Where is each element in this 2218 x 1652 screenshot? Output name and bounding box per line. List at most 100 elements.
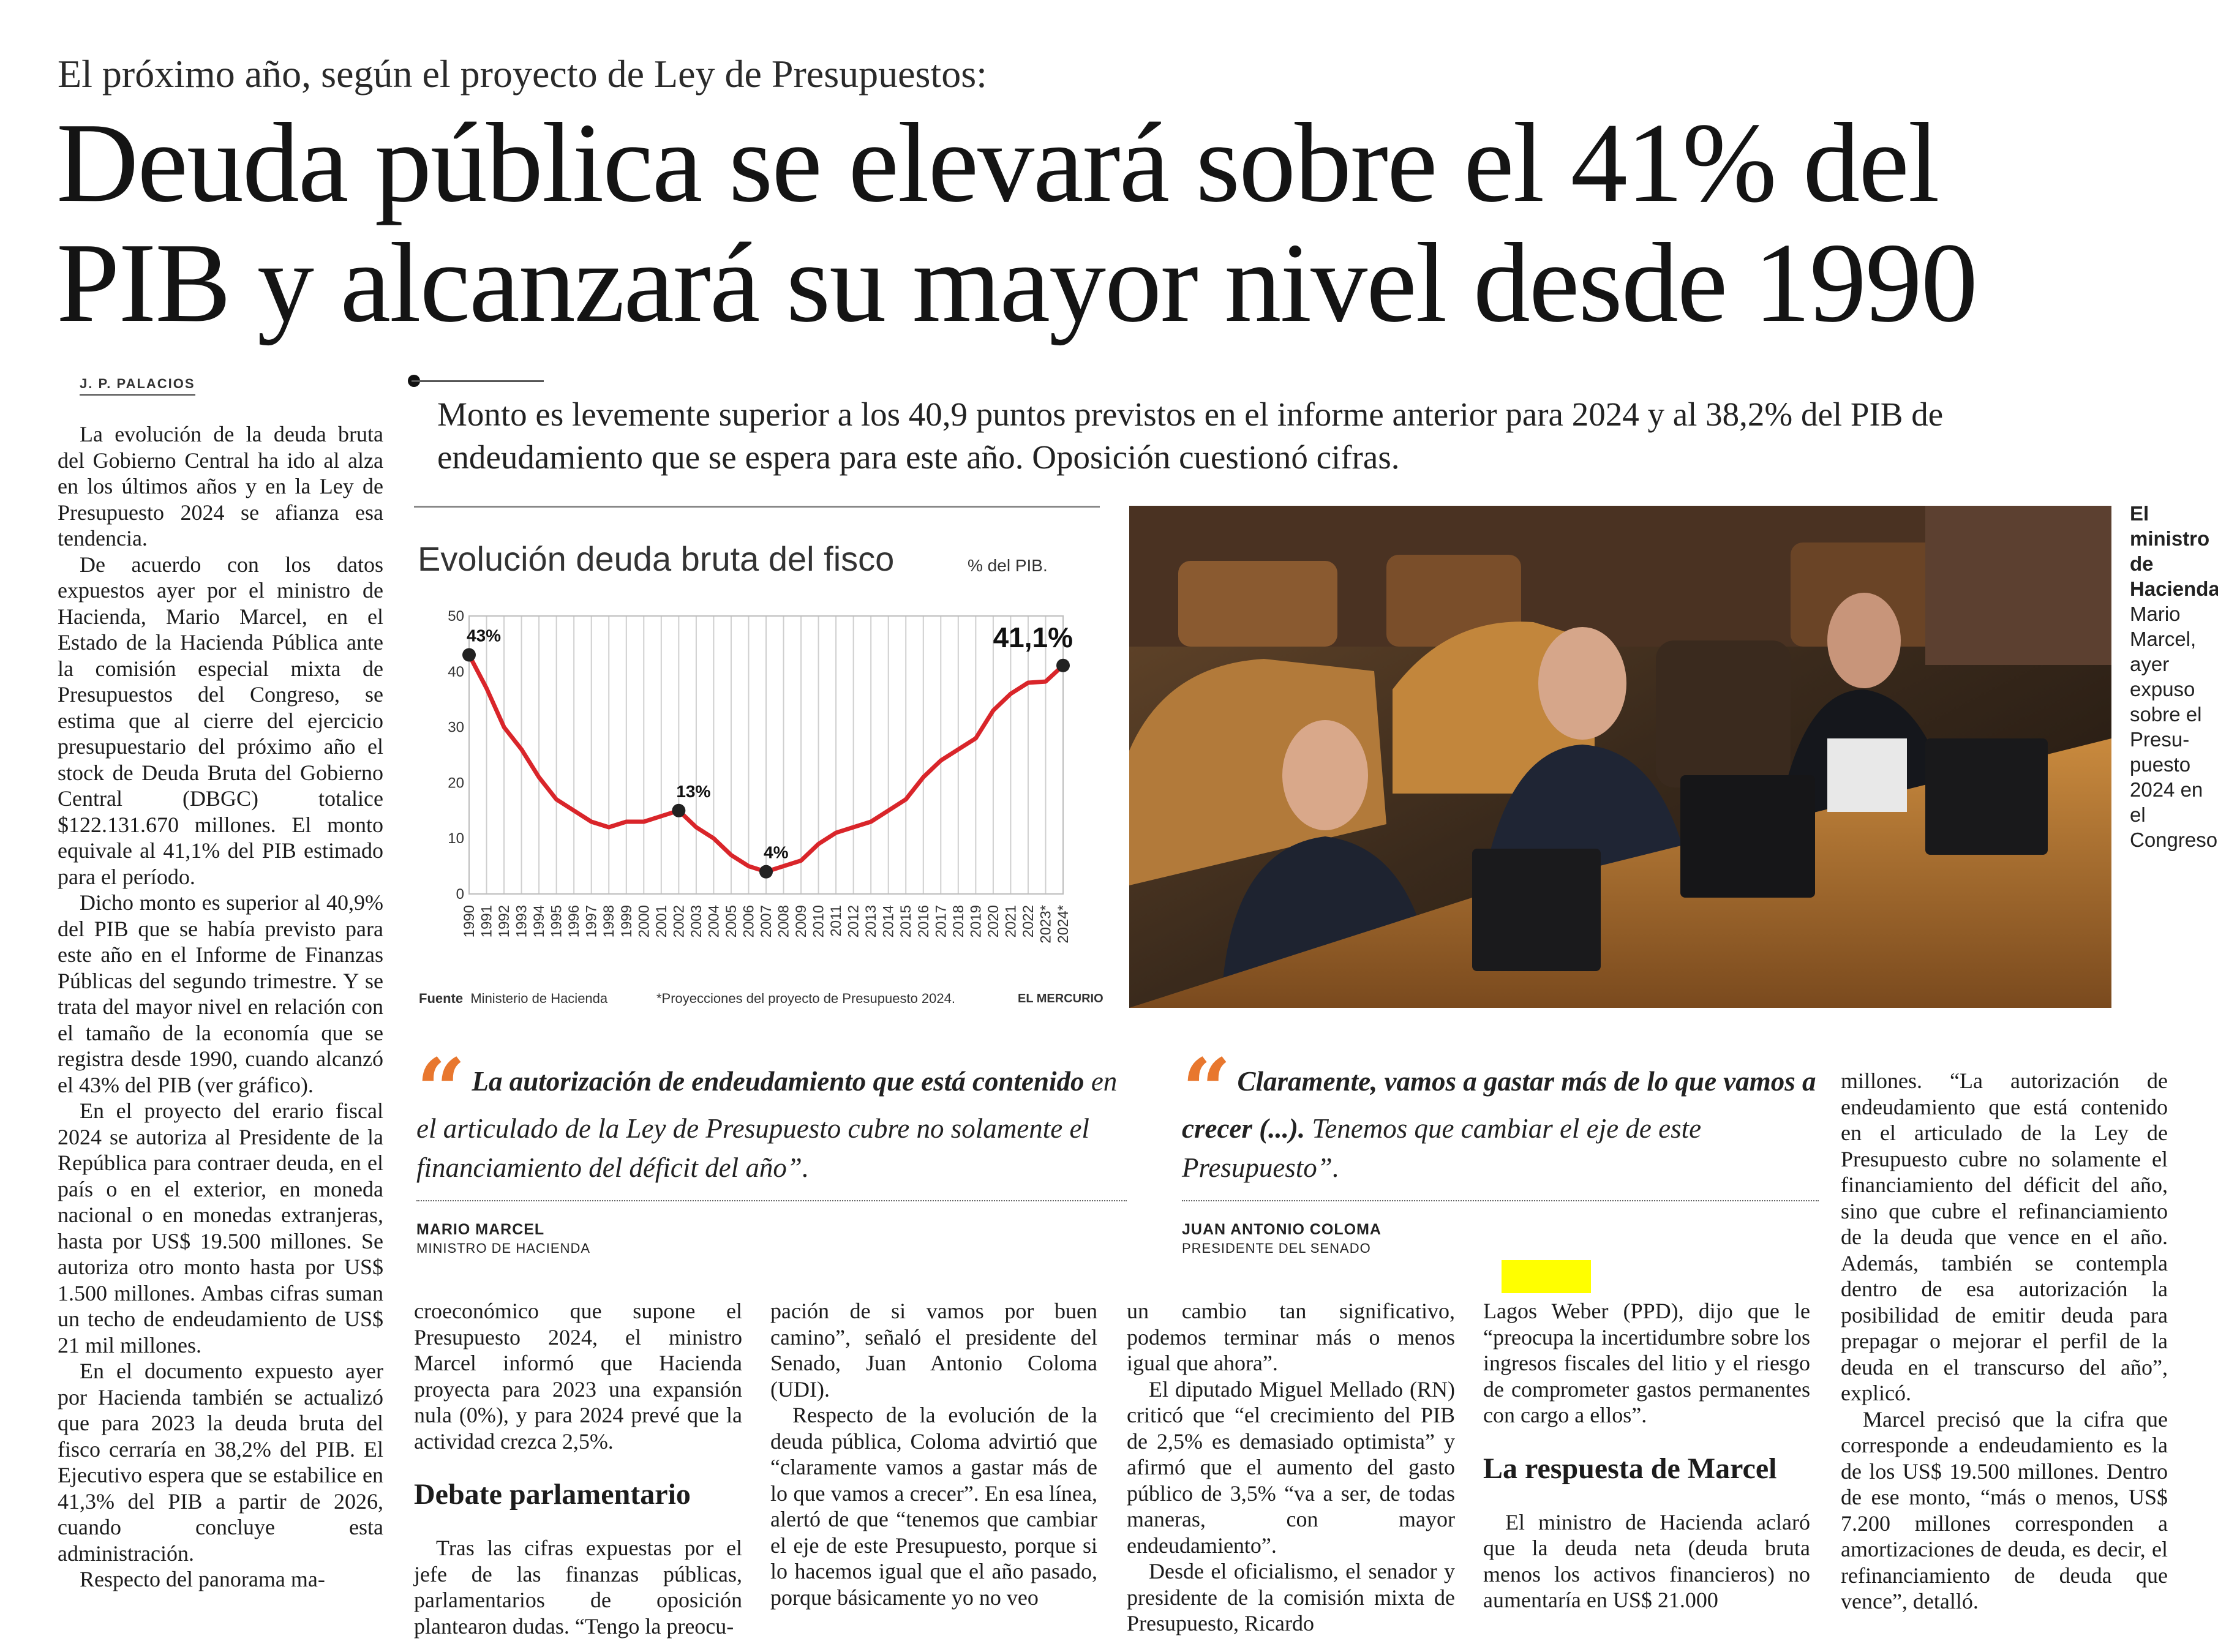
headline: Deuda pública se elevará sobre el 41% de… bbox=[56, 103, 2169, 343]
x-tick-label: 2004 bbox=[705, 905, 722, 937]
pull-quote-marcel: “La autorización de endeudamiento que es… bbox=[416, 1040, 1133, 1187]
x-tick-label: 1995 bbox=[549, 905, 565, 937]
x-tick-label: 2005 bbox=[723, 905, 740, 937]
article-column-4: un cambio tan significativo, podemos ter… bbox=[1127, 1298, 1455, 1637]
x-tick-label: 2012 bbox=[846, 905, 862, 937]
headline-line-2: PIB y alcanzará su mayor nivel desde 199… bbox=[56, 220, 1978, 346]
congress-photo bbox=[1129, 506, 2111, 1008]
x-tick-label: 1997 bbox=[584, 905, 600, 937]
plot-frame bbox=[468, 615, 1064, 895]
x-tick-label: 2002 bbox=[671, 905, 687, 937]
x-tick-label: 2011 bbox=[828, 905, 844, 937]
x-tick-label: 2003 bbox=[688, 905, 705, 937]
paragraph: Dicho monto es superior al 40,9% del PIB… bbox=[58, 890, 383, 1097]
caption-lead: El ministro de Hacienda, bbox=[2130, 502, 2218, 600]
paragraph: pación de si vamos por buen camino”, señ… bbox=[770, 1299, 1097, 1402]
x-tick-label: 1992 bbox=[496, 905, 513, 937]
quote-author-name: JUAN ANTONIO COLOMA bbox=[1182, 1221, 1382, 1238]
chart-source-label: Fuente bbox=[419, 991, 464, 1006]
paragraph: un cambio tan significativo, podemos ter… bbox=[1127, 1299, 1455, 1375]
x-tick-label: 2016 bbox=[915, 905, 932, 937]
x-tick-label: 2014 bbox=[881, 905, 897, 937]
yellow-highlight bbox=[1502, 1260, 1591, 1293]
paragraph: Desde el oficialismo, el senador y presi… bbox=[1127, 1559, 1455, 1635]
paragraph: En el proyecto del erario fiscal 2024 se… bbox=[58, 1098, 383, 1357]
x-tick-label: 2024* bbox=[1055, 905, 1072, 944]
paragraph: En el documento expuesto ayer por Hacien… bbox=[58, 1359, 383, 1566]
x-tick-label: 1991 bbox=[479, 905, 495, 937]
x-tick-label: 2013 bbox=[863, 905, 879, 937]
chart-source-text: Ministerio de Hacienda bbox=[470, 991, 608, 1006]
chart-unit: % del PIB. bbox=[968, 556, 1048, 575]
paragraph: La evolución de la deuda bruta del Gobie… bbox=[58, 422, 383, 550]
paragraph: Tras las cifras expuestas por el jefe de… bbox=[414, 1536, 742, 1639]
chart-brand: EL MERCURIO bbox=[1018, 992, 1103, 1005]
subhead-rule bbox=[412, 380, 544, 382]
quote-rule bbox=[416, 1200, 1127, 1201]
section-heading: La respuesta de Marcel bbox=[1483, 1452, 1777, 1485]
x-tick-label: 2008 bbox=[776, 905, 792, 937]
x-tick-label: 2019 bbox=[968, 905, 984, 937]
x-tick-label: 1990 bbox=[461, 905, 478, 937]
article-column-5: Lagos Weber (PPD), dijo que le “preocupa… bbox=[1483, 1298, 1810, 1613]
chart-top-rule bbox=[414, 506, 1100, 508]
paragraph: El ministro de Hacienda aclaró que la de… bbox=[1483, 1509, 1810, 1613]
x-tick-label: 2021 bbox=[1002, 905, 1019, 937]
chart-source: Fuente Ministerio de Hacienda bbox=[419, 991, 607, 1007]
quote-author-name: MARIO MARCEL bbox=[416, 1221, 545, 1238]
paragraph: De acuerdo con los datos expuestos ayer … bbox=[58, 552, 383, 889]
y-tick-label: 10 bbox=[448, 830, 464, 847]
photo-caption: El ministro de Hacienda, Mario Marcel, a… bbox=[2130, 501, 2218, 852]
data-label: 4% bbox=[764, 843, 789, 862]
paragraph: croeconómico que supone el Presupuesto 2… bbox=[414, 1299, 742, 1454]
article-column-6: millones. “La autorización de endeudamie… bbox=[1841, 1068, 2168, 1615]
article-column-1: La evolución de la deuda bruta del Gobie… bbox=[58, 421, 383, 1593]
byline: J. P. PALACIOS bbox=[80, 376, 195, 396]
x-tick-label: 1999 bbox=[618, 905, 635, 937]
data-point bbox=[759, 865, 773, 879]
paragraph: millones. “La autorización de endeudamie… bbox=[1841, 1068, 2168, 1405]
section-heading: Debate parlamentario bbox=[414, 1478, 691, 1511]
data-point bbox=[1056, 658, 1070, 672]
x-tick-label: 2010 bbox=[811, 905, 827, 937]
quote-author-role: PRESIDENTE DEL SENADO bbox=[1182, 1241, 1371, 1256]
x-tick-label: 2007 bbox=[758, 905, 775, 937]
quote-author-role: MINISTRO DE HACIENDA bbox=[416, 1241, 591, 1256]
subhead: Monto es levemente superior a los 40,9 p… bbox=[437, 396, 1944, 476]
quote-mark-icon: “ bbox=[416, 1040, 466, 1141]
y-tick-label: 0 bbox=[456, 886, 464, 903]
article-column-2: croeconómico que supone el Presupuesto 2… bbox=[414, 1298, 742, 1639]
x-tick-label: 2020 bbox=[985, 905, 1002, 937]
quote-bold: Claramente, vamos a gastar más de lo que… bbox=[1182, 1066, 1816, 1144]
data-label: 43% bbox=[467, 626, 501, 645]
x-tick-label: 2001 bbox=[653, 905, 670, 937]
x-tick-label: 2000 bbox=[636, 905, 652, 937]
data-label: 13% bbox=[676, 782, 710, 801]
x-tick-label: 2006 bbox=[740, 905, 757, 937]
paragraph: Lagos Weber (PPD), dijo que le “preocupa… bbox=[1483, 1299, 1810, 1427]
x-tick-label: 2017 bbox=[933, 905, 949, 937]
data-label: 41,1% bbox=[993, 621, 1073, 653]
y-tick-label: 50 bbox=[448, 608, 464, 625]
caption-text: Mario Marcel, ayer expuso sobre el Presu… bbox=[2130, 603, 2218, 851]
paragraph: El diputado Miguel Mellado (RN) criticó … bbox=[1127, 1376, 1455, 1558]
kicker: El próximo año, según el proyecto de Ley… bbox=[58, 52, 987, 96]
paragraph: Respecto de la evolución de la deuda púb… bbox=[770, 1403, 1097, 1610]
photo-illustration bbox=[1129, 506, 2111, 1008]
x-tick-label: 2022 bbox=[1020, 905, 1037, 937]
quote-rule bbox=[1182, 1200, 1819, 1201]
quote-bold: La autorización de endeudamiento que est… bbox=[472, 1066, 1085, 1097]
chart-note: *Proyecciones del proyecto de Presupuest… bbox=[656, 991, 955, 1006]
x-tick-label: 2015 bbox=[898, 905, 914, 937]
paragraph: Respecto del panorama ma- bbox=[80, 1567, 325, 1591]
pull-quote-coloma: “Claramente, vamos a gastar más de lo qu… bbox=[1182, 1048, 1819, 1187]
data-point bbox=[672, 803, 686, 817]
x-tick-label: 1998 bbox=[601, 905, 617, 937]
chart-title: Evolución deuda bruta del fisco bbox=[418, 539, 895, 578]
paragraph: Marcel precisó que la cifra que correspo… bbox=[1841, 1406, 2168, 1614]
article-column-3: pación de si vamos por buen camino”, señ… bbox=[770, 1298, 1097, 1610]
y-tick-label: 20 bbox=[448, 775, 464, 791]
quote-text: Tenemos que cambiar el eje de este Presu… bbox=[1182, 1113, 1702, 1183]
x-tick-label: 2023* bbox=[1037, 905, 1054, 944]
